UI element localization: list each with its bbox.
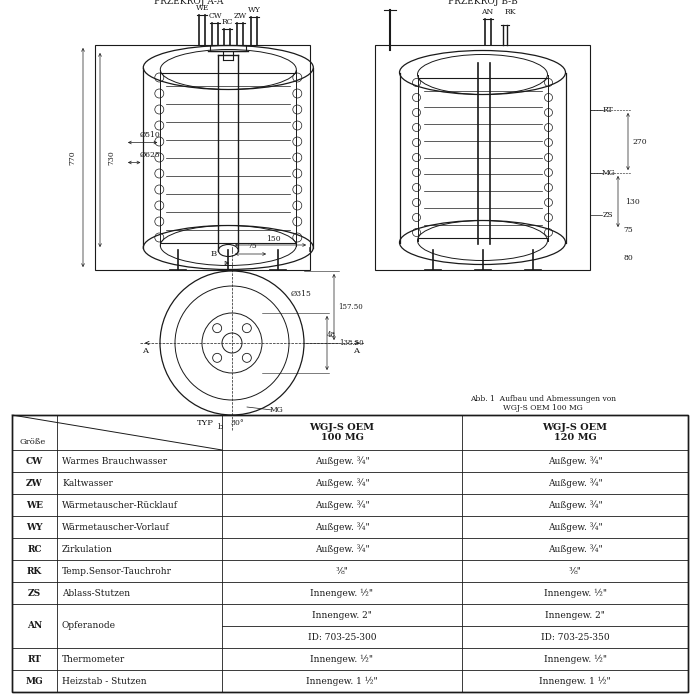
Text: PRZEKRÓJ B-B: PRZEKRÓJ B-B: [447, 0, 517, 6]
Text: Innengew. ½": Innengew. ½": [311, 654, 374, 664]
Text: RC: RC: [221, 18, 233, 26]
Text: PRZEKRÓJ A-A: PRZEKRÓJ A-A: [153, 0, 223, 6]
Text: WY: WY: [248, 6, 260, 14]
Text: ID: 703-25-300: ID: 703-25-300: [308, 633, 377, 641]
Text: MG: MG: [26, 676, 43, 685]
Text: 30°: 30°: [230, 419, 244, 427]
Text: 730: 730: [107, 150, 115, 165]
Text: AN: AN: [482, 8, 494, 16]
Text: Ø625: Ø625: [139, 150, 160, 158]
Text: Innengew. 2": Innengew. 2": [312, 610, 372, 620]
Text: 770: 770: [68, 150, 76, 164]
Text: 130: 130: [624, 197, 639, 206]
Text: Kaltwasser: Kaltwasser: [62, 479, 113, 487]
Text: b: b: [217, 423, 223, 431]
Text: ⅜": ⅜": [568, 566, 582, 575]
Text: RK: RK: [505, 8, 517, 16]
Text: Wärmetauscher-Vorlauf: Wärmetauscher-Vorlauf: [62, 522, 169, 531]
Text: Ø510: Ø510: [139, 130, 160, 139]
Text: Außgew. ¾": Außgew. ¾": [547, 522, 602, 532]
Text: 270: 270: [633, 137, 648, 146]
Text: Außgew. ¾": Außgew. ¾": [315, 500, 370, 510]
Bar: [210, 45, 246, 50]
Text: Ø315: Ø315: [290, 290, 312, 298]
Text: RC: RC: [27, 545, 42, 554]
Text: AN: AN: [27, 622, 42, 631]
Text: A: A: [142, 347, 148, 355]
Text: 150: 150: [266, 235, 280, 243]
Text: A: A: [353, 347, 359, 355]
Text: 48: 48: [326, 331, 335, 339]
Text: ID: 703-25-350: ID: 703-25-350: [540, 633, 609, 641]
Text: Außgew. ¾": Außgew. ¾": [315, 478, 370, 488]
Text: Opferanode: Opferanode: [62, 622, 116, 631]
Bar: [375, 45, 590, 270]
Text: Außgew. ¾": Außgew. ¾": [547, 478, 602, 488]
Text: Außgew. ¾": Außgew. ¾": [547, 544, 602, 554]
Bar: [12, 415, 688, 692]
Text: Warmes Brauchwasser: Warmes Brauchwasser: [62, 456, 167, 466]
Text: 80: 80: [623, 254, 633, 262]
Text: 75: 75: [247, 242, 257, 250]
Text: ZS: ZS: [603, 211, 613, 219]
Text: Zirkulation: Zirkulation: [62, 545, 113, 554]
Bar: [95, 45, 310, 270]
Text: Wärmetauscher-Rücklauf: Wärmetauscher-Rücklauf: [62, 500, 178, 510]
Text: WE: WE: [195, 4, 209, 12]
Text: TYP: TYP: [197, 419, 214, 427]
Text: Außgew. ¾": Außgew. ¾": [547, 456, 602, 466]
Text: WGJ-S OEM
100 MG: WGJ-S OEM 100 MG: [309, 423, 374, 442]
Text: WE: WE: [26, 500, 43, 510]
Text: ZW: ZW: [234, 12, 247, 20]
Text: ⅜": ⅜": [335, 566, 349, 575]
Text: MG: MG: [601, 169, 615, 177]
Text: 75: 75: [623, 226, 633, 234]
Text: Thermometer: Thermometer: [62, 654, 125, 664]
Text: Außgew. ¾": Außgew. ¾": [315, 544, 370, 554]
Text: ZS: ZS: [28, 589, 41, 598]
Text: Innengew. 2": Innengew. 2": [545, 610, 605, 620]
Text: Abb. 1  Aufbau und Abmessungen von
WGJ-S OEM 100 MG: Abb. 1 Aufbau und Abmessungen von WGJ-S …: [470, 395, 616, 412]
Text: RT: RT: [27, 654, 41, 664]
Text: Innengew. 1 ½": Innengew. 1 ½": [306, 676, 378, 685]
Text: Heizstab - Stutzen: Heizstab - Stutzen: [62, 676, 146, 685]
Text: RT: RT: [603, 106, 613, 114]
Text: Außgew. ¾": Außgew. ¾": [315, 456, 370, 466]
Bar: [12, 415, 688, 692]
Text: ZW: ZW: [26, 479, 43, 487]
Text: Temp.Sensor-Tauchrohr: Temp.Sensor-Tauchrohr: [62, 566, 172, 575]
Text: Außgew. ¾": Außgew. ¾": [547, 500, 602, 510]
Text: RK: RK: [27, 566, 42, 575]
Text: Außgew. ¾": Außgew. ¾": [315, 522, 370, 532]
Text: WY: WY: [27, 522, 43, 531]
Text: Größe: Größe: [20, 438, 46, 446]
Text: CW: CW: [26, 456, 43, 466]
Text: MG: MG: [270, 406, 284, 414]
Text: Innengew. 1 ½": Innengew. 1 ½": [539, 676, 611, 685]
Text: 157.50: 157.50: [339, 303, 363, 311]
Text: Innengew. ½": Innengew. ½": [543, 654, 606, 664]
Text: Innengew. ½": Innengew. ½": [311, 589, 374, 598]
Text: Innengew. ½": Innengew. ½": [543, 589, 606, 598]
Text: WGJ-S OEM
120 MG: WGJ-S OEM 120 MG: [542, 423, 608, 442]
Text: B: B: [211, 250, 217, 258]
Text: CW: CW: [209, 12, 222, 20]
Text: 138.50: 138.50: [339, 339, 363, 347]
Text: Ablass-Stutzen: Ablass-Stutzen: [62, 589, 130, 598]
